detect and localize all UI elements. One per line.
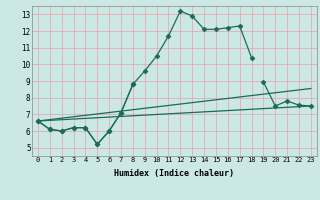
X-axis label: Humidex (Indice chaleur): Humidex (Indice chaleur) (115, 169, 234, 178)
